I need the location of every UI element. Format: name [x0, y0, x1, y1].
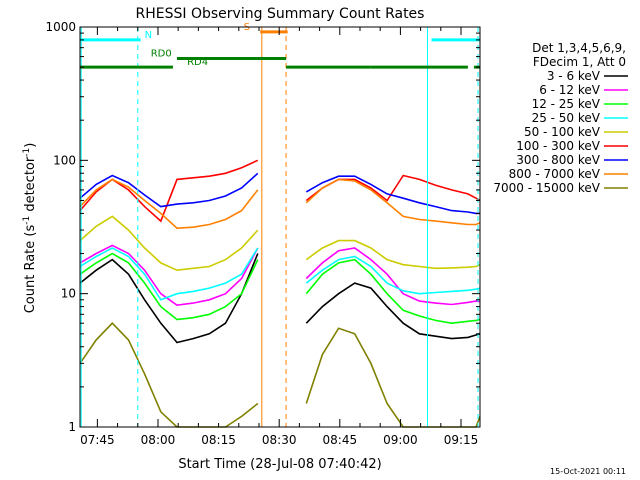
- legend-label: 50 - 100 keV: [524, 125, 601, 139]
- legend-label: 3 - 6 keV: [547, 69, 601, 83]
- flag-label-rd4: RD4: [187, 57, 208, 68]
- series-300-800-kev-line: [305, 175, 480, 215]
- x-axis: 07:45 08:00 08:15 08:30 08:45 09:00 09:15: [80, 27, 478, 447]
- series-7000-15000-kev-line: [305, 327, 481, 428]
- legend-label: 6 - 12 keV: [539, 83, 601, 97]
- legend-header-line-2: FDecim 1, Att 0: [533, 55, 626, 69]
- series-layer: [79, 159, 481, 428]
- x-tick-label: 09:15: [444, 433, 479, 447]
- series-3-6-kev-line: [79, 253, 259, 344]
- series-12-25-kev-line: [79, 252, 259, 321]
- series-50-100-kev-line: [305, 239, 481, 270]
- series-25-50-kev-line: [305, 255, 481, 295]
- series-7000-15000-kev-line: [79, 322, 259, 428]
- vline-layer: [80, 27, 479, 427]
- legend-label: 12 - 25 keV: [532, 97, 601, 111]
- x-tick-label: 08:30: [262, 433, 297, 447]
- series-50-100-kev-line: [79, 215, 259, 272]
- y-tick-label: 1: [68, 420, 76, 434]
- x-tick-label: 07:45: [80, 433, 115, 447]
- series-3-6-kev-line: [305, 282, 481, 340]
- x-tick-label: 08:15: [201, 433, 236, 447]
- legend-label: 25 - 50 keV: [532, 111, 601, 125]
- series-25-50-kev-line: [79, 247, 259, 301]
- plot-frame: [79, 26, 481, 428]
- y-tick-label: 100: [53, 153, 76, 167]
- series-12-25-kev-line: [305, 258, 481, 325]
- legend-label: 100 - 300 keV: [516, 139, 600, 153]
- series-800-7000-kev-line: [305, 178, 481, 226]
- legend: Det 1,3,4,5,6,9, FDecim 1, Att 0 3 - 6 k…: [493, 41, 628, 195]
- series-6-12-kev-line: [305, 247, 481, 306]
- legend-header-line-1: Det 1,3,4,5,6,9,: [532, 41, 626, 55]
- series-800-7000-kev-line: [79, 178, 259, 230]
- y-tick-label: 10: [61, 287, 76, 301]
- x-tick-label: 09:00: [383, 433, 418, 447]
- flag-label-rd0: RD0: [151, 49, 172, 60]
- series-300-800-kev-line: [79, 172, 259, 208]
- x-tick-label: 08:00: [141, 433, 176, 447]
- legend-label: 300 - 800 keV: [516, 153, 600, 167]
- y-axis-label: Count Rate (s-1 detector-1): [22, 143, 38, 314]
- y-tick-label: 1000: [45, 20, 76, 34]
- chart-title: RHESSI Observing Summary Count Rates: [136, 6, 425, 22]
- legend-label: 800 - 7000 keV: [509, 167, 601, 181]
- footer-date: 15-Oct-2021 00:11: [550, 467, 626, 476]
- flag-label-n: N: [145, 30, 152, 41]
- series-6-12-kev-line: [79, 244, 259, 307]
- legend-label: 7000 - 15000 keV: [493, 181, 600, 195]
- x-axis-label: Start Time (28-Jul-08 07:40:42): [178, 457, 381, 472]
- x-tick-label: 08:45: [323, 433, 358, 447]
- series-100-300-kev-line: [79, 159, 259, 223]
- y-axis: 1 10 100 1000: [45, 20, 480, 434]
